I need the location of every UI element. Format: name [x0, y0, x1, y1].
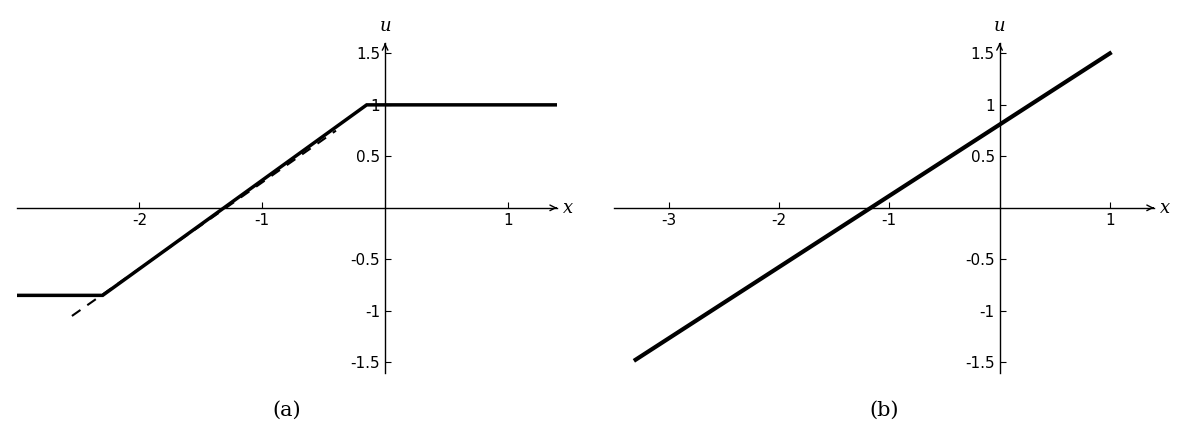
Text: (a): (a) [273, 400, 301, 420]
Text: x: x [563, 199, 574, 217]
Text: u: u [994, 17, 1005, 35]
Text: (b): (b) [869, 400, 898, 420]
Text: x: x [1159, 199, 1170, 217]
Text: u: u [379, 17, 391, 35]
